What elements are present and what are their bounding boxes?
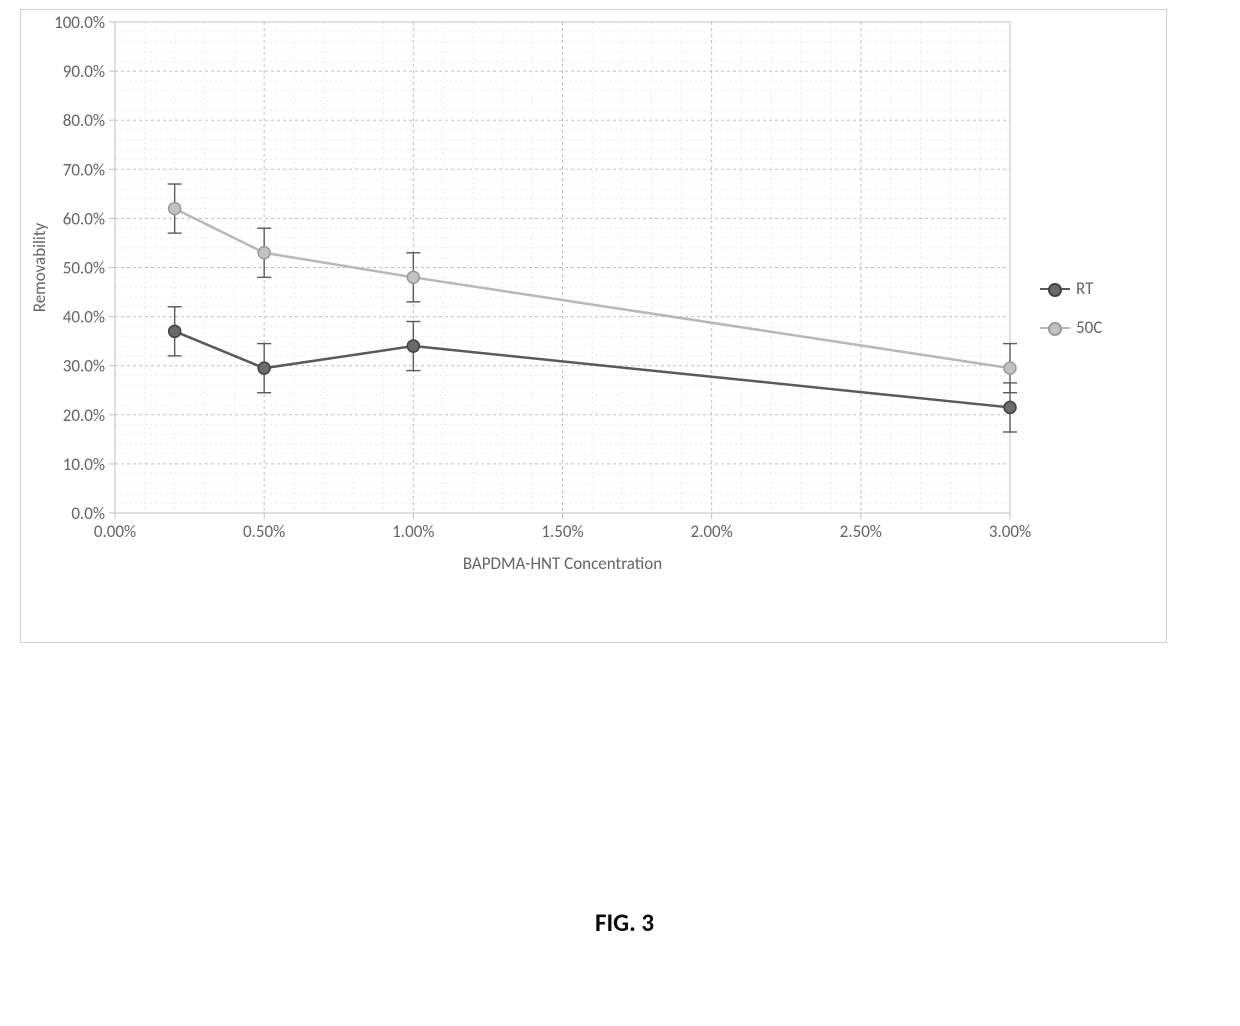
figure-caption: FIG. 3 [595,907,654,938]
legend-label: RT [1076,278,1093,299]
x-tick-label: 1.50% [541,521,583,542]
x-tick-label: 1.00% [392,521,434,542]
y-tick-label: 20.0% [63,405,105,426]
data-point-RT [169,325,181,337]
x-tick-label: 0.50% [243,521,285,542]
data-point-50C [1004,362,1016,374]
y-tick-label: 60.0% [63,208,105,229]
y-tick-label: 80.0% [63,110,105,131]
legend-item-50C: 50C [1040,317,1102,338]
x-tick-label: 2.00% [691,521,733,542]
legend-swatch-marker [1048,283,1062,297]
legend-swatch-marker [1048,322,1062,336]
legend-swatch-line [1040,327,1070,329]
y-axis-label: Removability [29,222,50,312]
y-tick-label: 40.0% [63,307,105,328]
data-point-50C [407,271,419,283]
legend-label: 50C [1076,317,1102,338]
y-tick-label: 10.0% [63,454,105,475]
y-tick-label: 70.0% [63,159,105,180]
legend-item-RT: RT [1040,278,1102,299]
data-point-RT [1004,401,1016,413]
data-point-RT [407,340,419,352]
data-point-50C [169,203,181,215]
y-tick-label: 30.0% [63,356,105,377]
chart-svg-layer: 0.0%10.0%20.0%30.0%40.0%50.0%60.0%70.0%8… [0,0,1240,1026]
y-tick-label: 90.0% [63,61,105,82]
x-tick-label: 0.00% [94,521,136,542]
y-tick-label: 100.0% [54,12,105,33]
data-point-50C [258,247,270,259]
legend-swatch-line [1040,288,1070,290]
y-tick-label: 50.0% [63,258,105,279]
x-axis-label: BAPDMA-HNT Concentration [463,553,662,574]
x-tick-label: 2.50% [840,521,882,542]
data-point-RT [258,362,270,374]
x-tick-label: 3.00% [989,521,1031,542]
legend: RT 50C [1040,278,1102,356]
